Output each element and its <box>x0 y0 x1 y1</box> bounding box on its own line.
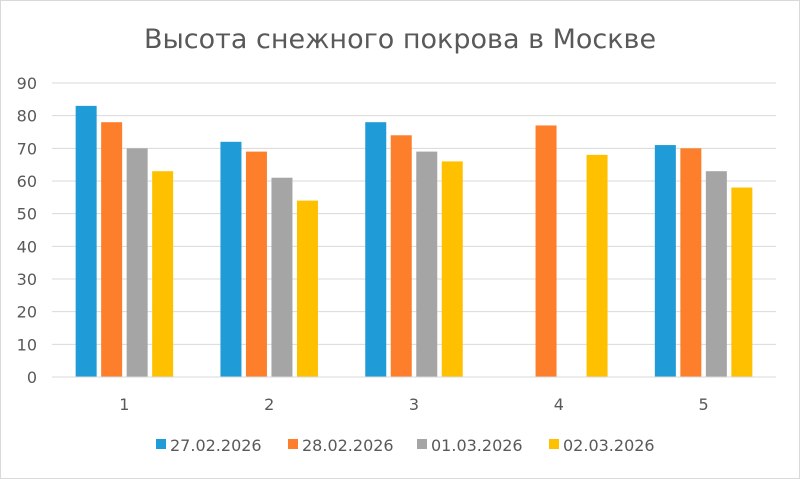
legend-label: 02.03.2026 <box>563 436 655 455</box>
bar-2-5 <box>680 148 702 377</box>
bar-4-5 <box>731 187 753 377</box>
bar-1-1 <box>75 105 97 377</box>
y-axis-ticks: 0 10 20 30 40 50 60 70 80 90 <box>17 74 37 387</box>
legend-label: 28.02.2026 <box>302 436 394 455</box>
bar-4-3 <box>441 161 463 377</box>
legend-swatch <box>156 439 166 449</box>
legend-swatch <box>549 439 559 449</box>
y-tick-label: 10 <box>17 335 37 354</box>
y-tick-label: 20 <box>17 303 37 322</box>
legend-swatch <box>417 439 427 449</box>
bar-4-4 <box>586 154 608 377</box>
bar-2-3 <box>390 135 412 377</box>
y-tick-label: 0 <box>27 368 37 387</box>
y-tick-label: 50 <box>17 205 37 224</box>
bar-4-2 <box>296 200 318 377</box>
x-tick-label: 5 <box>699 395 709 414</box>
bar-2-1 <box>101 122 123 377</box>
legend-item: 27.02.2026 <box>156 436 262 455</box>
bar-3-2 <box>271 177 293 377</box>
legend-item: 02.03.2026 <box>549 436 655 455</box>
bars <box>75 105 753 377</box>
y-tick-label: 80 <box>17 107 37 126</box>
bar-3-1 <box>126 148 148 377</box>
bar-1-2 <box>220 141 242 377</box>
bar-2-4 <box>535 125 557 377</box>
bar-3-5 <box>705 171 727 377</box>
legend-label: 01.03.2026 <box>431 436 523 455</box>
y-tick-label: 90 <box>17 74 37 93</box>
x-tick-label: 2 <box>264 395 274 414</box>
legend-item: 28.02.2026 <box>288 436 394 455</box>
bar-1-3 <box>365 122 387 377</box>
x-axis-ticks: 1 2 3 4 5 <box>119 395 708 414</box>
y-tick-label: 40 <box>17 237 37 256</box>
y-tick-label: 70 <box>17 139 37 158</box>
legend-item: 01.03.2026 <box>417 436 523 455</box>
chart-title: Высота снежного покрова в Москве <box>144 24 656 55</box>
y-tick-label: 60 <box>17 172 37 191</box>
bar-4-1 <box>152 171 174 377</box>
x-tick-label: 1 <box>119 395 129 414</box>
bar-1-5 <box>654 145 676 377</box>
x-tick-label: 4 <box>554 395 564 414</box>
bar-2-2 <box>245 151 267 377</box>
legend-label: 27.02.2026 <box>170 436 262 455</box>
x-tick-label: 3 <box>409 395 419 414</box>
legend-swatch <box>288 439 298 449</box>
y-tick-label: 30 <box>17 270 37 289</box>
bar-3-3 <box>416 151 438 377</box>
legend: 27.02.2026 28.02.2026 01.03.2026 02.03.2026 <box>156 436 655 455</box>
